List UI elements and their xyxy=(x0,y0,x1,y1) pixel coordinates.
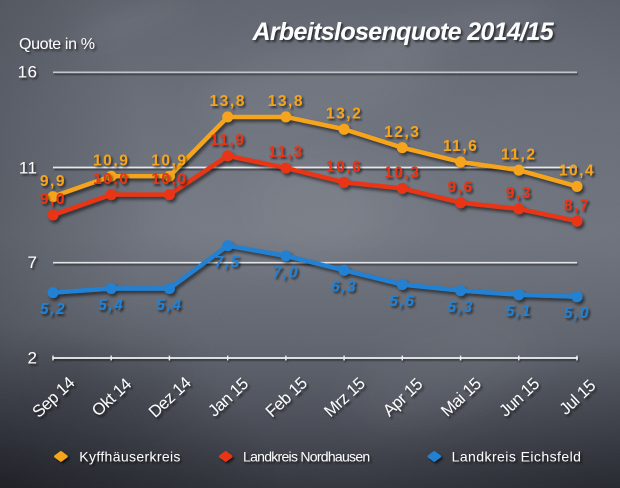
svg-text:11,3: 11,3 xyxy=(268,144,304,161)
svg-text:Kyffhäuserkreis: Kyffhäuserkreis xyxy=(79,448,180,464)
svg-text:10,3: 10,3 xyxy=(384,165,420,182)
svg-text:11,6: 11,6 xyxy=(443,138,479,155)
svg-text:Quote in %: Quote in % xyxy=(19,36,95,53)
svg-text:5,1: 5,1 xyxy=(506,303,532,320)
svg-text:Landkreis Eichsfeld: Landkreis Eichsfeld xyxy=(452,448,582,464)
svg-text:5,2: 5,2 xyxy=(40,301,66,318)
svg-text:5,4: 5,4 xyxy=(98,297,124,314)
svg-text:7,0: 7,0 xyxy=(273,264,299,281)
svg-text:9,3: 9,3 xyxy=(506,185,532,202)
svg-text:12,3: 12,3 xyxy=(384,124,420,141)
svg-text:5,0: 5,0 xyxy=(564,305,590,322)
svg-text:11,2: 11,2 xyxy=(501,146,537,163)
svg-text:Landkreis Nordhausen: Landkreis Nordhausen xyxy=(243,448,369,464)
svg-text:5,3: 5,3 xyxy=(447,299,473,316)
svg-text:10,0: 10,0 xyxy=(93,171,129,188)
svg-text:7,5: 7,5 xyxy=(215,254,241,271)
svg-text:7: 7 xyxy=(28,253,38,272)
svg-text:13,2: 13,2 xyxy=(326,105,362,122)
svg-text:10,4: 10,4 xyxy=(559,163,595,180)
svg-text:6,3: 6,3 xyxy=(331,279,357,296)
svg-text:2: 2 xyxy=(28,349,38,368)
svg-text:11,9: 11,9 xyxy=(210,132,246,149)
svg-text:5,6: 5,6 xyxy=(389,293,415,310)
svg-text:Arbeitslosenquote 2014/15: Arbeitslosenquote 2014/15 xyxy=(251,18,554,46)
svg-text:9,6: 9,6 xyxy=(447,179,473,196)
svg-text:9,9: 9,9 xyxy=(40,173,66,190)
svg-text:13,8: 13,8 xyxy=(210,93,246,110)
svg-text:9,0: 9,0 xyxy=(40,191,66,208)
svg-text:13,8: 13,8 xyxy=(268,93,304,110)
svg-text:16: 16 xyxy=(18,63,38,82)
svg-text:10,0: 10,0 xyxy=(151,171,187,188)
svg-text:5,4: 5,4 xyxy=(156,297,182,314)
svg-text:10,9: 10,9 xyxy=(151,152,187,169)
svg-text:10,6: 10,6 xyxy=(326,159,362,176)
svg-text:10,9: 10,9 xyxy=(93,152,129,169)
svg-text:8,7: 8,7 xyxy=(564,197,590,214)
svg-text:11: 11 xyxy=(19,159,38,178)
